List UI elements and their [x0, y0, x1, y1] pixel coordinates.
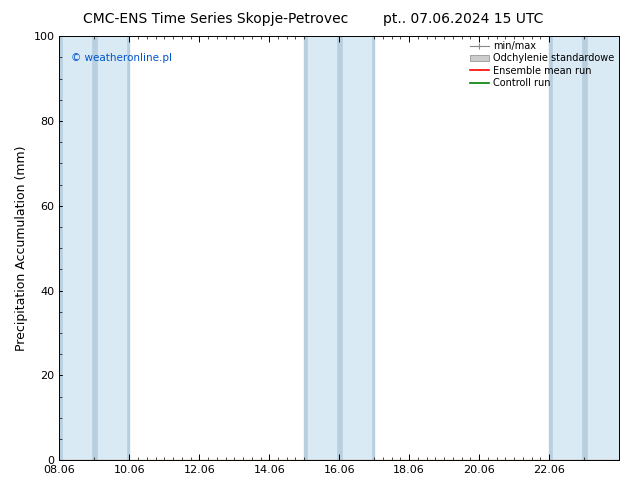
Bar: [339, 36, 374, 460]
Bar: [60, 36, 94, 460]
Bar: [588, 36, 633, 460]
Text: CMC-ENS Time Series Skopje-Petrovec: CMC-ENS Time Series Skopje-Petrovec: [83, 12, 348, 26]
Bar: [553, 36, 581, 460]
Bar: [94, 36, 129, 460]
Text: pt.. 07.06.2024 15 UTC: pt.. 07.06.2024 15 UTC: [383, 12, 543, 26]
Bar: [307, 36, 336, 460]
Bar: [63, 36, 91, 460]
Y-axis label: Precipitation Accumulation (mm): Precipitation Accumulation (mm): [15, 146, 28, 351]
Legend: min/max, Odchylenie standardowe, Ensemble mean run, Controll run: min/max, Odchylenie standardowe, Ensembl…: [467, 38, 617, 91]
Bar: [98, 36, 126, 460]
Bar: [343, 36, 371, 460]
Text: © weatheronline.pl: © weatheronline.pl: [70, 53, 172, 63]
Bar: [549, 36, 584, 460]
Bar: [304, 36, 339, 460]
Bar: [584, 36, 634, 460]
